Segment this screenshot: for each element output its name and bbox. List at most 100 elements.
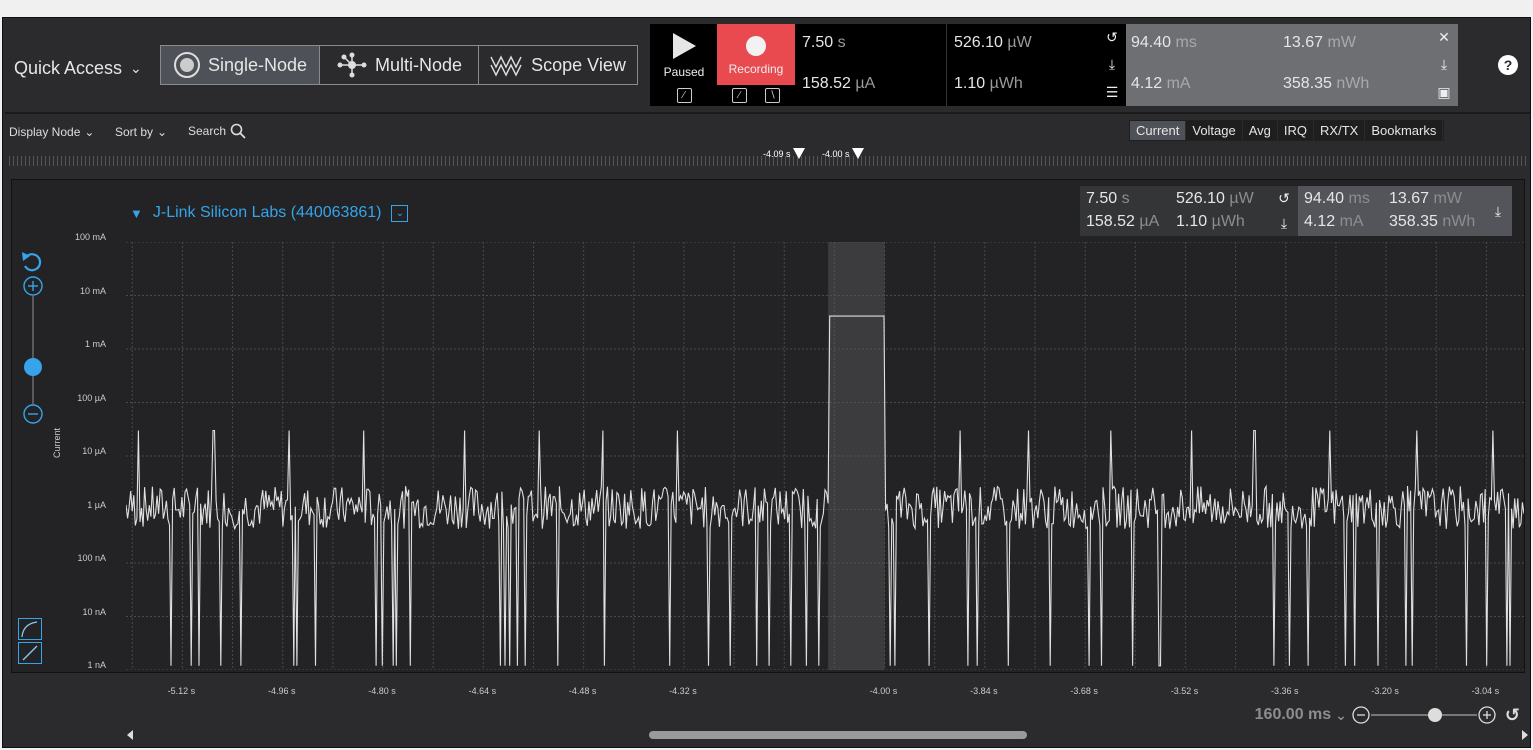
y-tick-label: 100 mA xyxy=(74,232,106,242)
sort-by-dropdown[interactable]: Sort by ⌄ xyxy=(115,125,167,139)
log-curve-icon xyxy=(21,621,38,638)
selection-power: 13.67 mW xyxy=(1283,34,1356,51)
reset-icon[interactable]: ↺ xyxy=(1278,190,1290,206)
selection-energy: 358.35 nWh xyxy=(1283,75,1370,92)
reset-icon[interactable]: ↺ xyxy=(1106,29,1118,46)
chevron-down-icon[interactable]: ⌄ xyxy=(1335,706,1347,723)
current-trace xyxy=(126,315,1524,667)
screenshot-icon[interactable]: ▣ xyxy=(1437,83,1451,100)
export-icon[interactable]: ⤓ xyxy=(1280,215,1288,231)
current-plot[interactable] xyxy=(126,242,1524,670)
multi-node-icon xyxy=(337,52,367,78)
measure-energy: 1.10 µWh xyxy=(954,75,1023,92)
vertical-zoom-controls xyxy=(17,250,47,430)
x-tick-label: -4.32 s xyxy=(669,686,697,696)
paused-control: Paused ⁄ xyxy=(650,24,718,106)
x-tick-label: -4.48 s xyxy=(568,686,597,696)
recording-label: Recording xyxy=(728,61,784,76)
tab-irq[interactable]: IRQ xyxy=(1278,121,1315,140)
x-tick-label: -3.84 s xyxy=(970,686,998,696)
display-node-dropdown[interactable]: Display Node ⌄ xyxy=(9,125,94,139)
time-zoom-controls: 160.00 ms ⌄ ↺ xyxy=(1255,704,1520,726)
zoom-out-icon[interactable] xyxy=(23,404,43,424)
time-zoom-slider[interactable] xyxy=(1351,704,1501,726)
rising-edge-trigger-icon[interactable]: ⁄ xyxy=(676,88,692,103)
selection-start-marker[interactable]: -4.09 s xyxy=(763,148,805,159)
selection-panel: 94.40 ms 13.67 mW 4.12 mA 358.35 nWh xyxy=(1126,24,1430,106)
timeline-ruler[interactable] xyxy=(9,156,1526,166)
node-stat-time: 7.50 s xyxy=(1086,190,1130,207)
quick-access-menu[interactable]: Quick Access ⌄ xyxy=(14,58,142,79)
marker-start-label: -4.09 s xyxy=(763,148,791,159)
y-tick-label: 10 µA xyxy=(82,446,106,456)
app-window: Quick Access ⌄ Single-Node Multi-Node Sc… xyxy=(2,17,1531,748)
selection-time: 94.40 ms xyxy=(1131,34,1197,51)
x-tick-label: -3.36 s xyxy=(1271,686,1299,696)
search-label: Search xyxy=(188,124,227,138)
scope-view-button[interactable]: Scope View xyxy=(479,46,637,84)
multi-node-button[interactable]: Multi-Node xyxy=(320,46,479,84)
zoom-in-icon[interactable] xyxy=(1478,706,1496,724)
measure-divider xyxy=(946,24,947,106)
list-icon[interactable]: ☰ xyxy=(1105,83,1119,100)
close-icon[interactable]: ✕ xyxy=(1438,29,1450,46)
selection-end-marker[interactable]: -4.00 s xyxy=(822,148,864,159)
tab-avg[interactable]: Avg xyxy=(1243,121,1278,140)
x-tick-label: -5.12 s xyxy=(167,686,196,696)
tab-current[interactable]: Current xyxy=(1130,121,1187,140)
zoom-handle[interactable] xyxy=(24,358,42,376)
chart-container: ▼ J-Link Silicon Labs (440063861) ⌄ 7.50… xyxy=(11,179,1525,673)
search-icon xyxy=(230,123,246,139)
scroll-thumb[interactable] xyxy=(649,731,1027,739)
selection-current: 4.12 mA xyxy=(1131,75,1191,92)
log-scale-button[interactable] xyxy=(18,618,42,640)
falling-edge-icon[interactable]: ∖ xyxy=(765,88,780,103)
zoom-in-icon[interactable] xyxy=(23,276,43,296)
selection-actions: ✕ ⤓ ▣ xyxy=(1430,24,1458,106)
collapse-triangle-icon[interactable]: ▼ xyxy=(130,205,143,221)
zoom-level[interactable]: 160.00 ms xyxy=(1254,706,1332,723)
node-sel-energy: 358.35 nWh xyxy=(1389,213,1476,230)
single-node-label: Single-Node xyxy=(207,54,308,75)
help-button[interactable]: ? xyxy=(1498,55,1518,75)
record-button[interactable]: Recording xyxy=(717,24,795,85)
y-tick-label: 10 nA xyxy=(82,606,106,617)
record-icon xyxy=(746,35,766,56)
y-tick-label: 1 mA xyxy=(84,339,106,349)
quick-access-label: Quick Access xyxy=(14,58,123,78)
export-icon[interactable]: ⤓ xyxy=(1494,202,1502,219)
play-button[interactable]: Paused xyxy=(650,24,718,85)
chevron-down-icon: ⌄ xyxy=(84,125,95,139)
multi-node-label: Multi-Node xyxy=(374,54,463,75)
y-tick-label: 100 µA xyxy=(77,392,106,403)
node-dropdown-icon[interactable]: ⌄ xyxy=(391,204,409,222)
x-tick-label: -4.00 s xyxy=(869,686,898,696)
single-node-icon xyxy=(173,52,200,78)
measure-time: 7.50 s xyxy=(802,34,846,51)
zoom-out-icon[interactable] xyxy=(1352,706,1370,724)
play-icon xyxy=(673,32,696,59)
reset-zoom-icon[interactable]: ↺ xyxy=(1504,704,1520,725)
y-axis-title: Current xyxy=(52,427,63,459)
reset-zoom-icon[interactable] xyxy=(22,252,42,272)
tab-rx-tx[interactable]: RX/TX xyxy=(1314,121,1366,140)
tab-voltage[interactable]: Voltage xyxy=(1186,121,1243,140)
single-node-button[interactable]: Single-Node xyxy=(161,46,320,84)
scroll-right-icon[interactable] xyxy=(1522,730,1528,740)
rising-edge-icon[interactable]: ⁄ xyxy=(732,88,747,103)
vertical-zoom-svg xyxy=(22,252,43,424)
linear-scale-button[interactable] xyxy=(18,642,42,664)
export-icon[interactable]: ⤓ xyxy=(1108,56,1116,73)
time-zoom-handle[interactable] xyxy=(1427,708,1442,722)
scroll-left-icon[interactable] xyxy=(127,730,133,740)
y-tick-label: 10 mA xyxy=(79,285,106,296)
chevron-down-icon: ⌄ xyxy=(157,125,168,139)
tab-bookmarks[interactable]: Bookmarks xyxy=(1365,121,1444,140)
export-icon[interactable]: ⤓ xyxy=(1440,56,1448,73)
node-header[interactable]: ▼ J-Link Silicon Labs (440063861) ⌄ xyxy=(130,204,409,222)
mode-switcher: Single-Node Multi-Node Scope View xyxy=(160,45,638,85)
y-tick-label: 1 nA xyxy=(87,660,106,670)
horizontal-scrollbar[interactable] xyxy=(125,728,1530,740)
search-button[interactable]: Search xyxy=(188,123,246,139)
main-panel: Display Node ⌄ Sort by ⌄ Search Current … xyxy=(5,112,1530,747)
